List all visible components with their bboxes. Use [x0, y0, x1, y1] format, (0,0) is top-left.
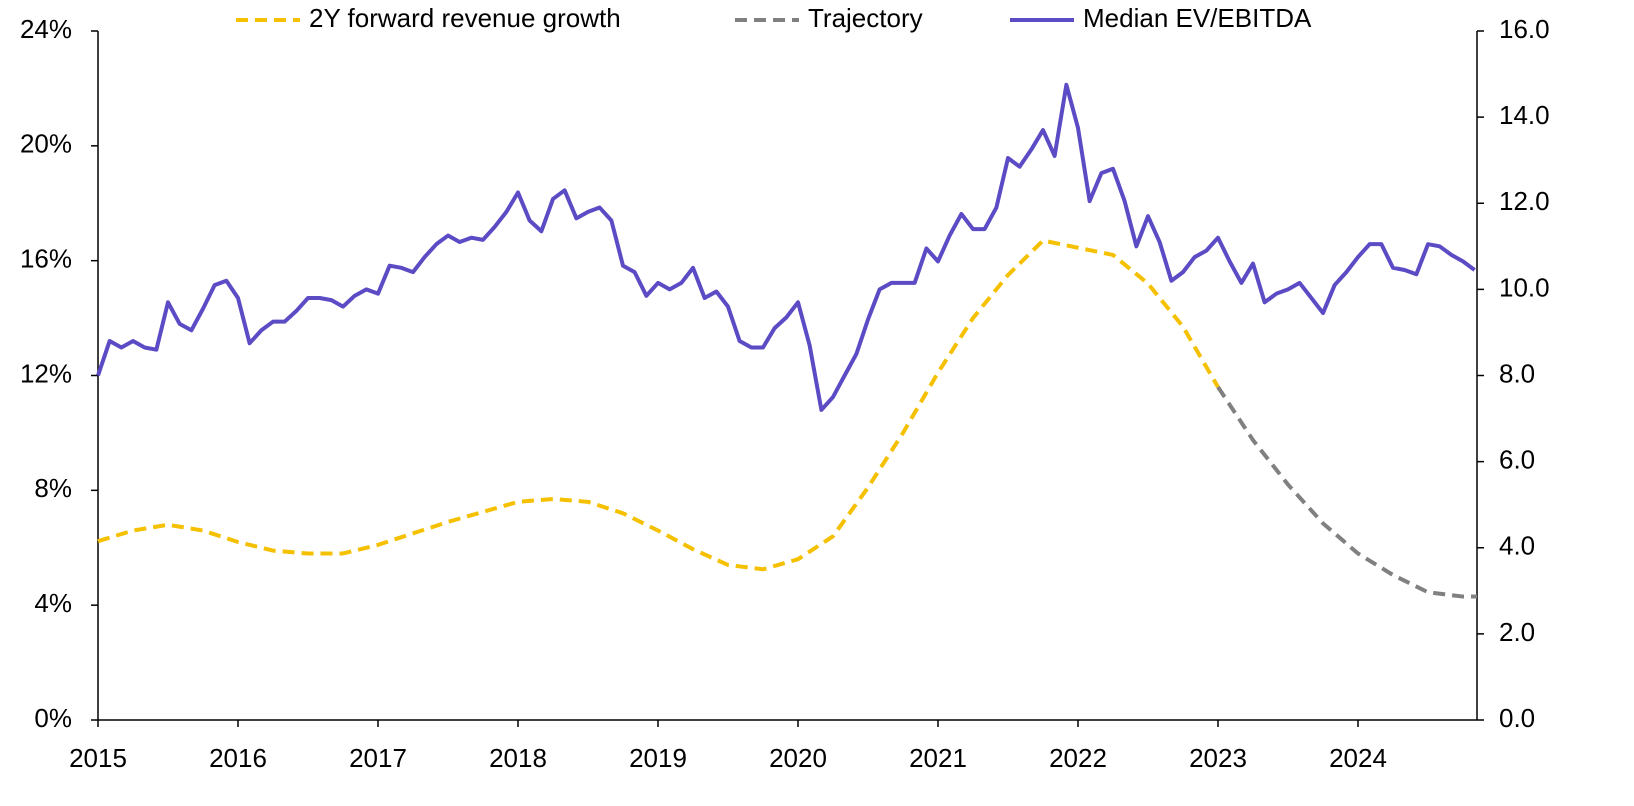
- x-tick-label: 2024: [1329, 743, 1387, 773]
- x-tick-label: 2017: [349, 743, 407, 773]
- y-tick-label: 16%: [20, 244, 72, 274]
- y-tick-label: 12%: [20, 358, 72, 388]
- y2-tick-label: 14.0: [1499, 100, 1550, 130]
- x-tick-label: 2021: [909, 743, 967, 773]
- y-tick-label: 20%: [20, 129, 72, 159]
- y2-tick-label: 0.0: [1499, 703, 1535, 733]
- y2-tick-label: 6.0: [1499, 445, 1535, 475]
- y2-tick-label: 4.0: [1499, 531, 1535, 561]
- y2-tick-label: 8.0: [1499, 358, 1535, 388]
- x-tick-label: 2019: [629, 743, 687, 773]
- y2-tick-label: 10.0: [1499, 272, 1550, 302]
- y-tick-label: 8%: [34, 473, 72, 503]
- x-tick-label: 2015: [69, 743, 127, 773]
- y2-tick-label: 16.0: [1499, 14, 1550, 44]
- x-tick-label: 2020: [769, 743, 827, 773]
- series-line: [1216, 385, 1477, 599]
- y2-tick-label: 12.0: [1499, 186, 1550, 216]
- y-tick-label: 0%: [34, 703, 72, 733]
- y-tick-label: 24%: [20, 14, 72, 44]
- y-tick-label: 4%: [34, 588, 72, 618]
- legend-label: Median EV/EBITDA: [1083, 3, 1312, 33]
- x-tick-label: 2022: [1049, 743, 1107, 773]
- x-tick-label: 2016: [209, 743, 267, 773]
- legend-label: 2Y forward revenue growth: [309, 3, 621, 33]
- x-tick-label: 2023: [1189, 743, 1247, 773]
- series-line: [96, 82, 1476, 412]
- series-line: [97, 238, 1220, 572]
- x-tick-label: 2018: [489, 743, 547, 773]
- legend-label: Trajectory: [808, 3, 923, 33]
- y2-tick-label: 2.0: [1499, 617, 1535, 647]
